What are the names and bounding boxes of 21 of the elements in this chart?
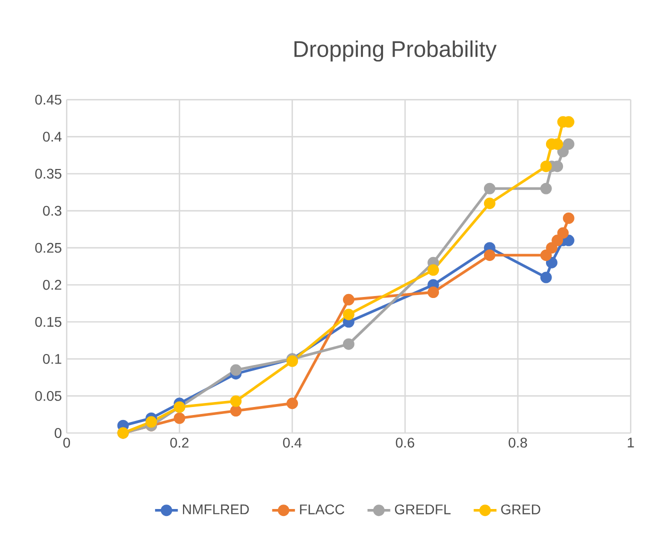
legend-label: FLACC: [300, 504, 344, 514]
x-tick-label: 0.4: [283, 438, 302, 448]
y-tick-label: 0.45: [35, 94, 62, 105]
y-tick-label: 0: [54, 428, 62, 438]
x-tick-label: 0.8: [508, 438, 527, 448]
legend-label: GREDFL: [394, 504, 451, 514]
x-tick-label: 1: [628, 438, 634, 448]
y-tick-label: 0.4: [43, 132, 62, 142]
x-tick-label: 0.2: [170, 438, 188, 448]
y-tick-label: 0.15: [35, 316, 62, 327]
x-tick-label: 0: [63, 438, 70, 448]
legend-label: NMFLRED: [182, 504, 249, 514]
y-tick-label: 0.35: [35, 168, 62, 179]
x-tick-label: 0.6: [396, 438, 414, 448]
y-tick-label: 0.3: [43, 206, 62, 216]
chart-title: Dropping Probability: [294, 40, 497, 62]
y-tick-label: 0.1: [43, 354, 62, 364]
y-tick-label: 0.2: [43, 280, 62, 290]
y-tick-label: 0.05: [35, 391, 62, 401]
legend-label: GRED: [501, 504, 540, 514]
y-tick-label: 0.25: [35, 242, 62, 253]
